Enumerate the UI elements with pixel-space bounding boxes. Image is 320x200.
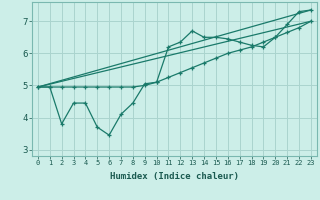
X-axis label: Humidex (Indice chaleur): Humidex (Indice chaleur) [110, 172, 239, 181]
